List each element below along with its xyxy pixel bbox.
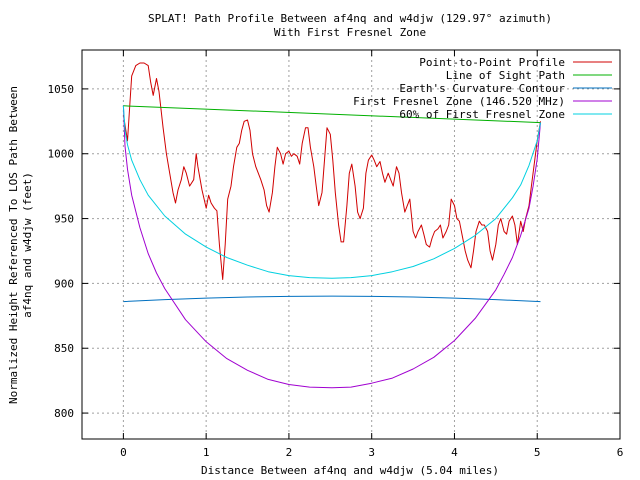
series-layer [122,62,541,389]
series-line-line-of-sight-path [123,105,541,124]
x-tick-label: 3 [368,446,375,459]
x-axis-label: Distance Between af4nq and w4djw (5.04 m… [201,464,499,477]
x-tick-label: 2 [286,446,293,459]
y-axis-label-line1: Normalized Height Referenced To LOS Path… [7,86,20,404]
legend-label-line-of-sight-path: Line of Sight Path [446,69,565,82]
legend-label-point-to-point-profile: Point-to-Point Profile [419,56,565,69]
plot-frame [81,49,621,440]
y-tick-label: 1000 [48,148,75,161]
y-tick-label: 950 [54,213,74,226]
y-tick-label: 800 [54,407,74,420]
series-line-earth-s-curvature-contour [123,295,541,303]
y-tick-label: 850 [54,342,74,355]
y-tick-label: 1050 [48,83,75,96]
chart-title: SPLAT! Path Profile Between af4nq and w4… [148,12,552,25]
legend-label-60-of-first-fresnel-zone: 60% of First Fresnel Zone [399,108,565,121]
chart-subtitle: With First Fresnel Zone [274,26,426,39]
x-tick-label: 6 [617,446,624,459]
x-tick-label: 0 [120,446,127,459]
series-line-point-to-point-profile [122,62,541,280]
y-axis-label-line2: af4nq and w4djw (feet) [21,172,34,318]
x-tick-label: 1 [203,446,210,459]
x-tick-label: 5 [534,446,541,459]
y-tick-label: 900 [54,277,74,290]
series-line-60-of-first-fresnel-zone [122,105,541,279]
x-tick-label: 4 [451,446,458,459]
series-line-first-fresnel-zone-146-520-mhz [122,105,541,389]
legend-label-first-fresnel-zone-146-520-mhz: First Fresnel Zone (146.520 MHz) [353,95,565,108]
legend-label-earth-s-curvature-contour: Earth's Curvature Contour [399,82,565,95]
